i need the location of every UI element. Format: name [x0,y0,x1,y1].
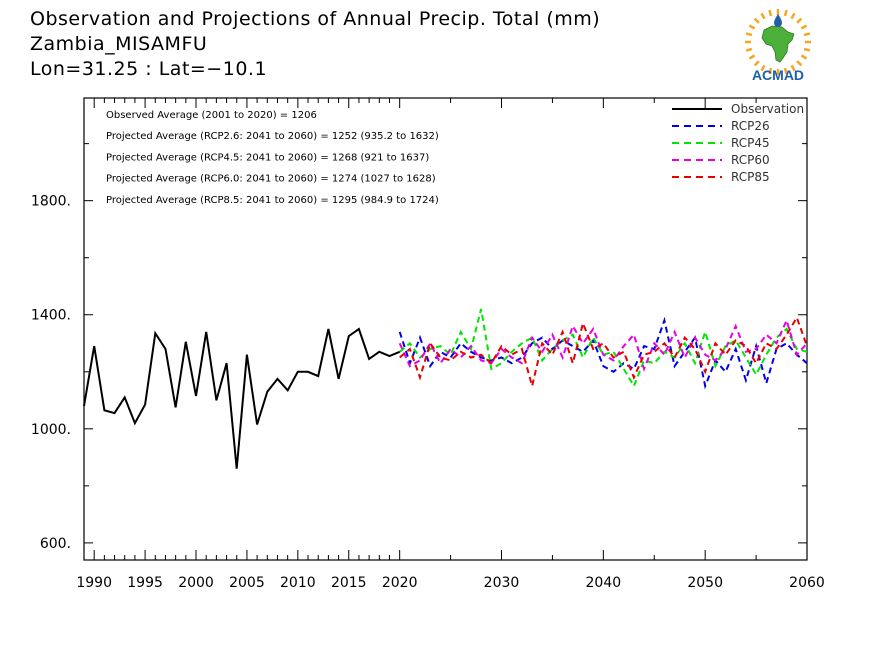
legend-label: Observation [731,102,804,116]
africa-map-icon [761,25,795,63]
x-tick-label: 2000 [178,575,214,591]
sun-ray [768,9,773,17]
sun-ray [745,47,753,52]
stat-line: Projected Average (RCP4.5: 2041 to 2060)… [106,152,429,163]
water-drop-icon [774,14,782,27]
sun-ray [768,67,773,75]
sun-ray [753,17,760,24]
sun-ray [783,9,788,17]
y-tick-label: 1400. [31,308,71,324]
sun-ray [796,17,803,24]
stat-line: Projected Average (RCP8.5: 2041 to 2060)… [106,195,439,206]
stats-annotations: Observed Average (2001 to 2020) = 1206 Pr… [106,110,439,206]
chart-title: Observation and Projections of Annual Pr… [30,8,601,30]
series-line-rcp26 [398,316,808,390]
series-line-rcp45 [399,308,808,389]
x-tick-label: 1990 [76,575,112,591]
sun-ray [796,60,803,67]
sun-ray [748,24,756,30]
sun-ray [748,54,756,60]
coordinates-label: Lon=31.25 : Lat=−10.1 [30,58,268,80]
axes: 600. 1000. 1400. 1800. 1990 1995 2000 2005 2010 2… [31,98,825,591]
plot-border [83,97,808,561]
sun-ray [790,12,796,20]
sun-ray [790,64,796,72]
x-tick-label: 2020 [382,575,418,591]
series-line-rcp60 [398,317,808,372]
series-line-observation [83,327,401,469]
x-tick-label: 2050 [687,575,723,591]
sun-ray [803,47,811,52]
x-tick-label: 2040 [586,575,622,591]
y-tick-label: 1800. [31,194,71,210]
legend-label: RCP85 [731,170,770,184]
logo-text: ACMAD [752,67,804,83]
y-tick-label: 600. [40,536,71,552]
sun-rays-icon [745,9,811,75]
legend-label: RCP60 [731,153,770,167]
y-tick-label: 1000. [31,422,71,438]
sun-ray [753,60,760,67]
stat-line: Projected Average (RCP6.0: 2041 to 2060)… [106,174,436,185]
sun-ray [760,12,766,20]
acmad-logo-graphic: ACMAD [745,9,811,83]
series-lines [83,308,808,469]
x-tick-label: 2015 [331,575,367,591]
legend: Observation RCP26 RCP45 RCP60 RCP85 [672,102,804,184]
x-tick-label: 1995 [127,575,163,591]
sun-ray [760,64,766,72]
sun-ray [803,32,811,37]
sun-ray [783,67,788,75]
x-tick-label: 2005 [229,575,265,591]
acmad-logo: ACMAD [738,6,818,84]
x-tick-label: 2060 [789,575,825,591]
stat-line: Projected Average (RCP2.6: 2041 to 2060)… [106,131,439,142]
sun-ray [800,54,808,60]
sun-ray [745,32,753,37]
sun-ray [800,24,808,30]
legend-label: RCP45 [731,136,770,150]
x-tick-label: 2030 [484,575,520,591]
x-tick-label: 2010 [280,575,316,591]
stat-line: Observed Average (2001 to 2020) = 1206 [106,110,317,121]
legend-label: RCP26 [731,119,770,133]
location-label: Zambia_MISAMFU [30,33,208,55]
plot-frame [83,97,808,561]
